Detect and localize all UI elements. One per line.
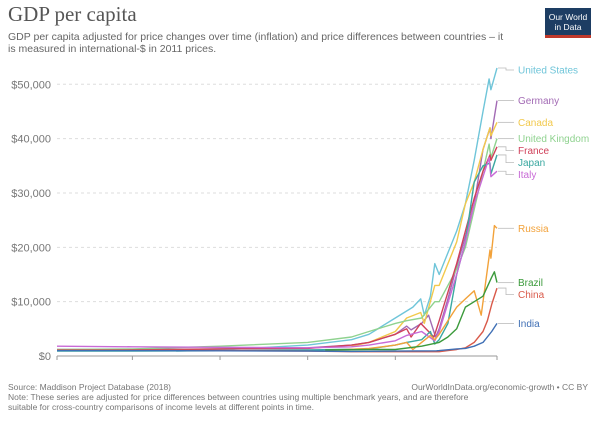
series-label-russia: Russia — [518, 224, 549, 235]
series-label-canada: Canada — [518, 118, 553, 129]
logo-line-1: Our World — [548, 12, 588, 22]
series-line-canada — [351, 122, 498, 347]
series-label-india: India — [518, 319, 540, 330]
series-line-italy — [56, 157, 498, 349]
series-label-united-states: United States — [518, 66, 578, 77]
series-lines — [56, 67, 498, 353]
series-line-india — [57, 323, 498, 353]
label-leader-france — [498, 146, 514, 152]
y-tick-label: $20,000 — [11, 242, 51, 254]
series-label-germany: Germany — [518, 96, 559, 107]
y-tick-label: $0 — [39, 351, 51, 360]
x-axis-ticks: 151416001700180019002016 — [56, 356, 498, 360]
series-label-japan: Japan — [518, 158, 545, 169]
label-leader-italy — [498, 170, 514, 176]
line-chart: $0 $10,000 $20,000 $30,000 $40,000 $50,000 15… — [11, 66, 589, 360]
chart-title: GDP per capita — [8, 2, 137, 26]
series-line-germany — [57, 100, 498, 351]
y-tick-label: $10,000 — [11, 297, 51, 309]
series-line-united-states — [176, 67, 498, 352]
source-note: Source: Maddison Project Database (2018) — [8, 382, 172, 392]
label-leader-china — [498, 287, 514, 296]
y-tick-label: $40,000 — [11, 134, 51, 146]
credit-link[interactable]: OurWorldInData.org/economic-growth • CC … — [411, 382, 588, 392]
series-line-united-kingdom — [56, 138, 498, 351]
y-tick-label: $50,000 — [11, 79, 51, 91]
series-label-united-kingdom: United Kingdom — [518, 134, 589, 145]
footnote: Note: These series are adjusted for pric… — [8, 392, 469, 412]
logo-line-2: in Data — [554, 22, 582, 32]
series-line-france — [56, 146, 498, 352]
y-axis-ticks: $0 $10,000 $20,000 $30,000 $40,000 $50,000 — [11, 79, 51, 360]
series-label-china: China — [518, 290, 545, 301]
series-line-brazil — [325, 271, 498, 351]
series-labels: United States Germany Canada United Kingdom… — [498, 66, 589, 330]
owid-logo[interactable]: Our World in Data — [545, 8, 591, 38]
label-leader-united-states — [498, 67, 514, 71]
y-tick-label: $30,000 — [11, 188, 51, 200]
label-leader-japan — [498, 154, 514, 164]
chart-subtitle: GDP per capita adjusted for price change… — [8, 31, 504, 55]
series-line-russia — [325, 224, 498, 352]
series-label-italy: Italy — [518, 170, 536, 181]
grid — [57, 83, 497, 357]
series-label-brazil: Brazil — [518, 278, 543, 289]
series-label-france: France — [518, 146, 550, 157]
